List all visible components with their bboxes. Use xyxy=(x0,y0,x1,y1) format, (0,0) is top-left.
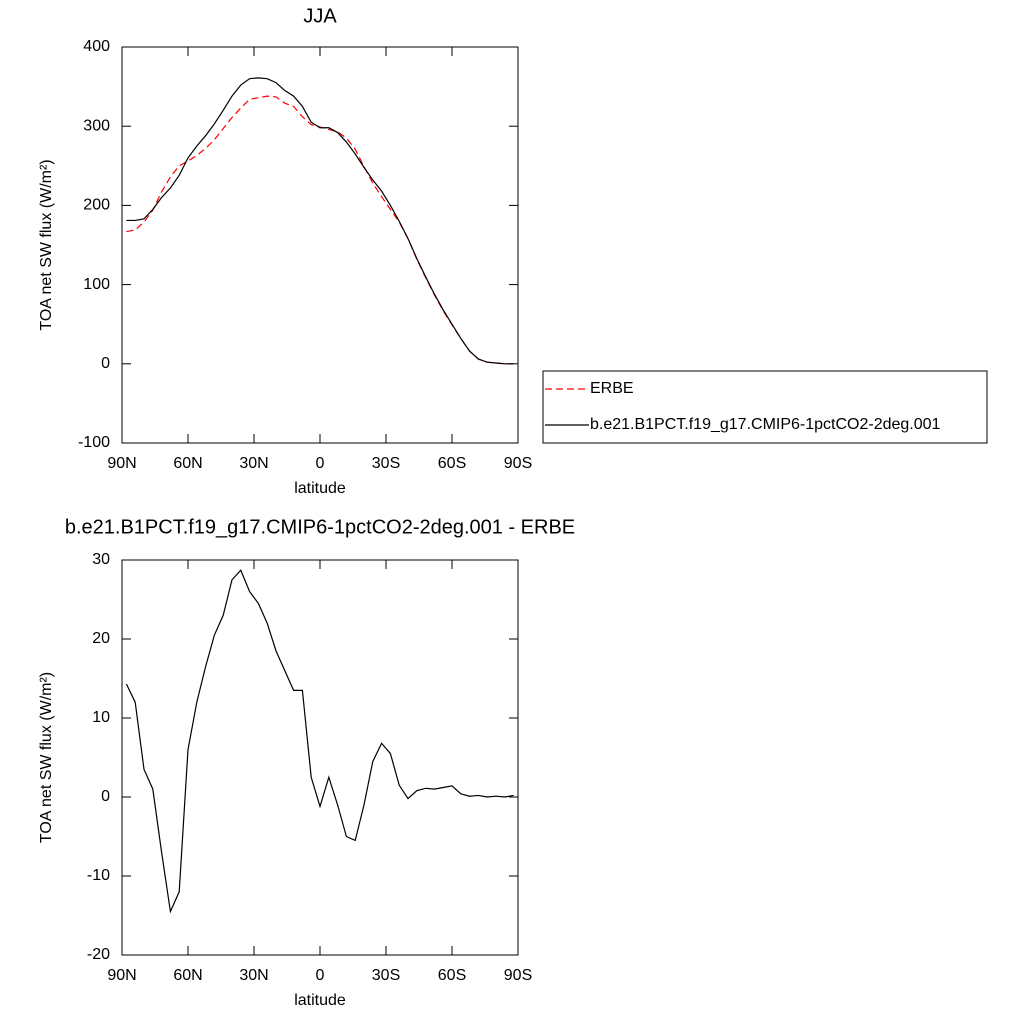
y-tick-label: 400 xyxy=(83,38,110,55)
y-tick-label: 300 xyxy=(83,117,110,134)
y-tick-label: 0 xyxy=(101,355,110,372)
y-tick-label: 30 xyxy=(92,551,110,568)
x-tick-label: 90N xyxy=(107,455,136,472)
x-tick-label: 30N xyxy=(239,455,268,472)
x-tick-label: 90N xyxy=(107,967,136,984)
data-line xyxy=(125,569,514,914)
y-tick-label: -20 xyxy=(87,946,110,963)
y-tick-label: -10 xyxy=(87,867,110,884)
chart-title: JJA xyxy=(303,5,337,27)
y-tick-label: 100 xyxy=(83,276,110,293)
x-tick-label: 0 xyxy=(316,967,325,984)
data-line xyxy=(126,77,514,365)
y-tick-label: -100 xyxy=(78,434,110,451)
legend-label: ERBE xyxy=(590,380,634,397)
y-tick-label: 10 xyxy=(92,709,110,726)
y-tick-label: 0 xyxy=(101,788,110,805)
x-tick-label: 60S xyxy=(438,455,466,472)
x-tick-label: 30S xyxy=(372,967,400,984)
x-tick-label: 60N xyxy=(173,455,202,472)
plot-frame xyxy=(121,559,519,956)
y-axis-label: TOA net SW flux (W/m²) xyxy=(38,159,55,330)
x-tick-label: 0 xyxy=(316,455,325,472)
data-line xyxy=(126,95,514,365)
y-tick-label: 20 xyxy=(92,630,110,647)
x-tick-label: 60N xyxy=(173,967,202,984)
plot-frame xyxy=(121,46,519,444)
x-tick-label: 60S xyxy=(438,967,466,984)
legend-label: b.e21.B1PCT.f19_g17.CMIP6-1pctCO2-2deg.0… xyxy=(590,416,941,433)
chart-title: b.e21.B1PCT.f19_g17.CMIP6-1pctCO2-2deg.0… xyxy=(65,516,575,538)
x-axis-label: latitude xyxy=(294,992,346,1009)
x-tick-label: 90S xyxy=(504,455,532,472)
x-axis-label: latitude xyxy=(294,480,346,497)
x-tick-label: 30S xyxy=(372,455,400,472)
y-axis-label: TOA net SW flux (W/m²) xyxy=(38,672,55,843)
x-tick-label: 90S xyxy=(504,967,532,984)
legend-box xyxy=(542,370,988,444)
x-tick-label: 30N xyxy=(239,967,268,984)
y-tick-label: 200 xyxy=(83,197,110,214)
